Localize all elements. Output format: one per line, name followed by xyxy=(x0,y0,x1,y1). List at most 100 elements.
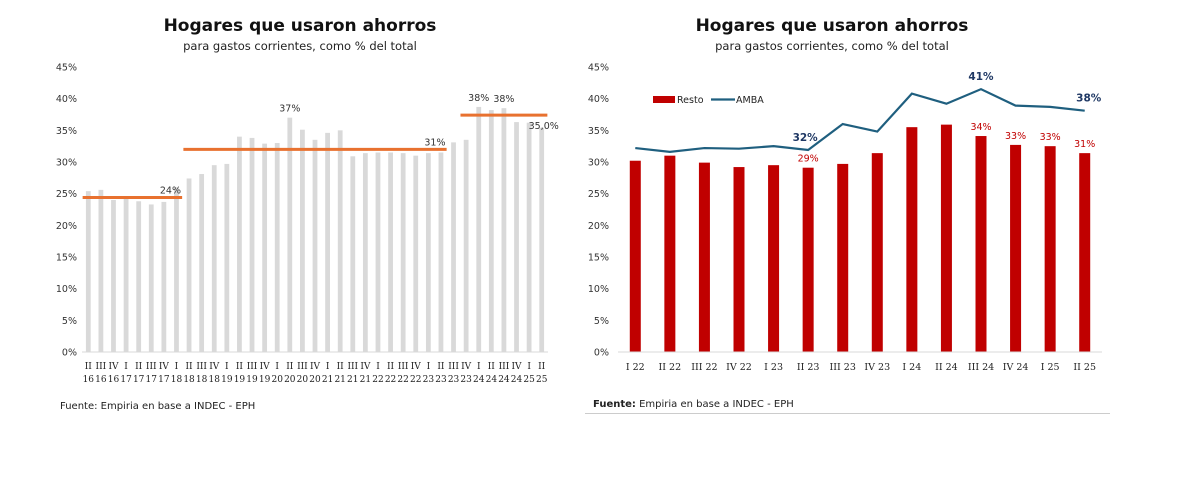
x-tick-label: IV xyxy=(411,362,422,372)
bar-resto xyxy=(664,155,676,352)
right-chart-title: Hogares que usaron ahorros xyxy=(695,16,969,36)
x-tick-label: IV 22 xyxy=(726,362,752,373)
x-tick-label: I xyxy=(275,362,279,372)
data-label-resto: 33% xyxy=(1005,131,1026,142)
x-tick-label: I 23 xyxy=(764,362,783,373)
bar xyxy=(425,153,431,352)
bar xyxy=(337,130,343,352)
bar xyxy=(98,189,104,352)
x-tick-label: 18 xyxy=(209,375,221,385)
x-tick-label: 21 xyxy=(334,375,345,385)
data-label: 37% xyxy=(279,104,300,115)
x-tick-label: I xyxy=(427,362,431,372)
bar xyxy=(161,201,167,352)
y-tick-label: 45% xyxy=(56,63,77,74)
legend-label-resto: Resto xyxy=(677,95,704,106)
y-tick-label: 25% xyxy=(588,189,609,200)
x-tick-label: II 22 xyxy=(659,362,682,373)
x-tick-label: IV xyxy=(511,362,522,372)
x-tick-label: 24 xyxy=(473,375,485,385)
bar xyxy=(262,143,268,352)
average-label: 35,0% xyxy=(529,121,559,132)
y-tick-label: 5% xyxy=(62,316,77,327)
bar xyxy=(85,191,91,352)
x-tick-label: 18 xyxy=(196,375,208,385)
x-tick-label: 20 xyxy=(284,375,296,385)
bar-resto xyxy=(871,153,883,352)
x-tick-label: 20 xyxy=(271,375,283,385)
y-tick-label: 30% xyxy=(588,158,609,169)
y-tick-label: 10% xyxy=(588,284,609,295)
y-tick-label: 20% xyxy=(588,221,609,232)
legend-label-amba: AMBA xyxy=(736,95,764,106)
y-tick-label: 15% xyxy=(588,253,609,264)
bar-resto xyxy=(698,162,710,352)
x-tick-label: II xyxy=(85,362,93,372)
data-label-amba: 32% xyxy=(793,132,819,144)
x-tick-label: 17 xyxy=(120,375,132,385)
data-label-resto: 29% xyxy=(798,154,819,165)
x-tick-label: 19 xyxy=(234,375,246,385)
right-chart-source: Fuente: Empiria en base a INDEC - EPH xyxy=(593,399,794,410)
bar xyxy=(237,136,242,352)
left-chart-title: Hogares que usaron ahorros xyxy=(163,16,437,36)
x-tick-label: III xyxy=(196,362,207,372)
x-tick-label: III 24 xyxy=(968,362,994,373)
x-tick-label: 19 xyxy=(221,375,233,385)
y-tick-label: 5% xyxy=(594,316,609,327)
x-tick-label: 16 xyxy=(108,375,120,385)
x-tick-label: II 23 xyxy=(797,362,820,373)
bar xyxy=(199,174,205,352)
x-tick-label: III 23 xyxy=(830,362,856,373)
data-label-resto: 31% xyxy=(1074,139,1095,150)
x-tick-label: 24 xyxy=(486,375,498,385)
bar xyxy=(463,139,469,352)
x-tick-label: 16 xyxy=(95,375,107,385)
bar-resto xyxy=(1010,144,1022,352)
x-tick-label: III xyxy=(247,362,258,372)
x-tick-label: II xyxy=(437,362,445,372)
x-tick-label: I 22 xyxy=(626,362,645,373)
y-tick-label: 0% xyxy=(594,348,609,359)
bar xyxy=(136,201,142,352)
bar xyxy=(476,106,482,353)
y-tick-label: 20% xyxy=(56,221,77,232)
x-tick-label: IV xyxy=(260,362,271,372)
bar xyxy=(451,142,456,352)
x-tick-label: III xyxy=(297,362,308,372)
x-tick-label: 23 xyxy=(448,375,460,385)
bar-resto xyxy=(629,160,641,352)
x-tick-label: 24 xyxy=(498,375,510,385)
x-tick-label: 21 xyxy=(360,375,371,385)
x-tick-label: 25 xyxy=(523,375,535,385)
bar xyxy=(300,129,305,352)
line-amba xyxy=(635,87,1085,153)
data-label-amba: 38% xyxy=(1076,93,1102,105)
bar xyxy=(148,204,154,352)
bar xyxy=(438,152,444,352)
bar xyxy=(526,122,532,352)
x-tick-label: IV xyxy=(310,362,321,372)
bar xyxy=(312,139,318,352)
y-tick-label: 35% xyxy=(588,126,609,137)
bar xyxy=(539,127,545,352)
bar-resto xyxy=(906,127,918,353)
x-tick-label: 23 xyxy=(460,375,472,385)
x-tick-label: 21 xyxy=(322,375,333,385)
x-tick-label: III xyxy=(448,362,459,372)
x-tick-label: 19 xyxy=(246,375,258,385)
x-tick-label: III xyxy=(96,362,107,372)
x-tick-label: IV xyxy=(461,362,472,372)
x-tick-label: I xyxy=(175,362,179,372)
data-label: 38% xyxy=(493,94,514,105)
x-tick-label: II xyxy=(135,362,143,372)
x-tick-label: 25 xyxy=(536,375,548,385)
x-tick-label: II xyxy=(185,362,193,372)
x-tick-label: IV xyxy=(209,362,220,372)
bar xyxy=(211,165,217,352)
x-tick-label: 23 xyxy=(423,375,435,385)
x-tick-label: 22 xyxy=(397,375,408,385)
x-tick-label: I xyxy=(225,362,229,372)
x-tick-label: 16 xyxy=(83,375,95,385)
